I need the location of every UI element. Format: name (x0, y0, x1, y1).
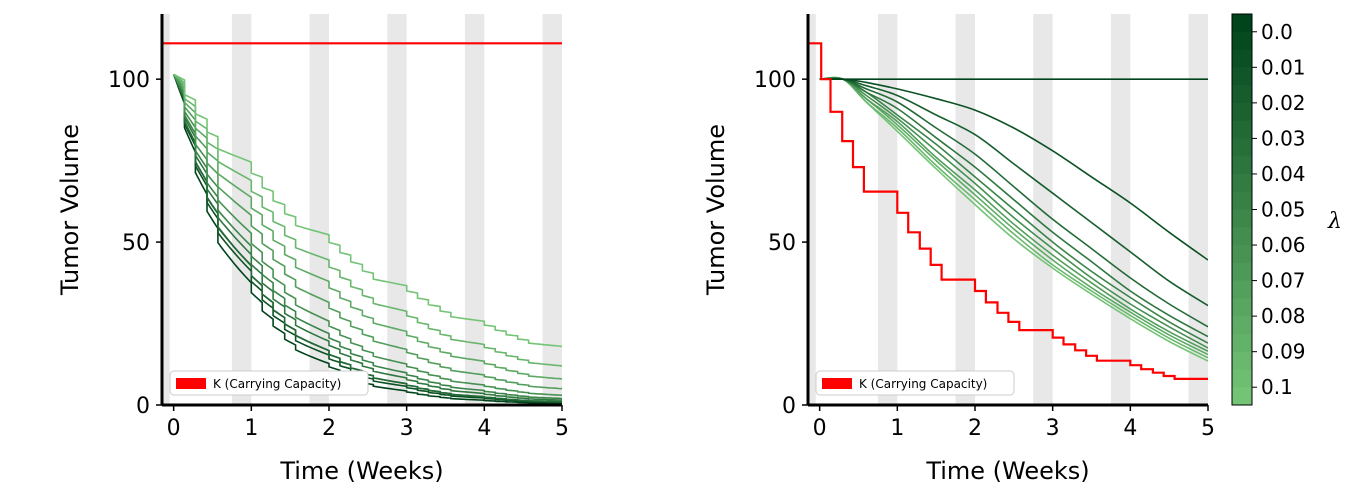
colorbar-tick-label: 0.01 (1261, 55, 1306, 79)
x-tick-label: 3 (1046, 416, 1060, 441)
colorbar: 0.0 0.01 0.02 0.03 0.04 0.05 0.06 0.07 0.08 0.09 0… (1231, 13, 1342, 406)
colorbar-band (1232, 49, 1252, 68)
shaded-band (162, 14, 170, 405)
x-tick-label: 2 (968, 416, 982, 441)
colorbar-tick-label: 0.0 (1261, 20, 1293, 44)
shaded-band (231, 14, 252, 405)
colorbar-band (1232, 369, 1252, 388)
tumor-volume-series (172, 73, 562, 401)
y-tick-label: 100 (754, 68, 796, 93)
shaded-band (1188, 14, 1208, 405)
colorbar-tick-label: 0.03 (1261, 126, 1306, 150)
legend-swatch (822, 378, 852, 389)
shaded-band (542, 14, 562, 405)
shaded-band (464, 14, 485, 405)
colorbar-band (1232, 102, 1252, 122)
colorbar-band (1232, 209, 1252, 228)
shaded-band (808, 14, 816, 405)
colorbar-tick-label: 0.02 (1261, 91, 1306, 115)
colorbar-band (1232, 14, 1252, 33)
tumor-volume-series-0.06 (819, 77, 1208, 349)
y-tick-label: 50 (768, 231, 796, 256)
colorbar-band (1232, 191, 1252, 210)
colorbar-band (1232, 351, 1252, 370)
colorbar-tick-label: 0.04 (1261, 162, 1306, 186)
tumor-volume-series (173, 73, 562, 367)
tumor-volume-series-0.04 (819, 77, 1208, 338)
right-series-group (808, 42, 1208, 380)
colorbar-tick-label: 0.05 (1261, 198, 1306, 222)
x-tick-label: 1 (890, 416, 904, 441)
legend-label: K (Carrying Capacity) (859, 377, 987, 391)
colorbar-band (1232, 156, 1252, 175)
colorbar-band (1232, 173, 1252, 193)
y-tick-label: 100 (108, 68, 150, 93)
colorbar-band (1232, 245, 1252, 264)
shaded-band (309, 14, 329, 405)
y-tick-label: 0 (782, 394, 796, 419)
x-tick-label: 4 (1123, 416, 1137, 441)
carrying-capacity-step-line (808, 42, 1208, 380)
x-tick-label: 1 (244, 416, 258, 441)
colorbar-tick-label: 0.06 (1261, 233, 1306, 257)
colorbar-band (1232, 85, 1252, 104)
tumor-volume-series (173, 73, 562, 396)
tumor-volume-series-0.09 (819, 76, 1208, 359)
colorbar-band (1232, 333, 1252, 353)
colorbar-tick-label: 0.07 (1261, 269, 1306, 293)
tumor-volume-series (173, 73, 562, 380)
x-tick-label: 5 (1201, 416, 1215, 441)
colorbar-band (1232, 280, 1252, 299)
y-tick-label: 50 (122, 231, 150, 256)
y-tick-label: 0 (136, 394, 150, 419)
x-axis-title: Time (Weeks) (279, 457, 443, 485)
y-axis-title: Tumor Volume (702, 124, 730, 296)
legend-label: K (Carrying Capacity) (213, 377, 341, 391)
x-tick-label: 4 (477, 416, 491, 441)
colorbar-tick-label: 0.09 (1261, 340, 1306, 364)
colorbar-tick-label: 0.1 (1261, 375, 1293, 399)
legend-box (815, 370, 1015, 396)
shaded-band (1033, 14, 1053, 405)
y-axis-title: Tumor Volume (56, 124, 84, 296)
colorbar-title: λ (1327, 209, 1342, 234)
legend: K (Carrying Capacity) (815, 370, 1015, 396)
colorbar-band (1232, 227, 1252, 246)
x-axis-title: Time (Weeks) (925, 457, 1089, 485)
x-tick-label: 3 (400, 416, 414, 441)
tumor-volume-series (172, 73, 562, 403)
x-tick-label: 2 (322, 416, 336, 441)
colorbar-tick-label: 0.08 (1261, 304, 1306, 328)
colorbar-band (1232, 138, 1252, 157)
colorbar-band (1232, 262, 1252, 282)
shaded-band (955, 14, 975, 405)
tumor-volume-series-0.07 (819, 76, 1208, 352)
tumor-volume-series (173, 73, 562, 348)
x-tick-label: 0 (167, 416, 181, 441)
tumor-volume-series-0.01 (819, 78, 1208, 261)
colorbar-band (1232, 298, 1252, 317)
shaded-band (1110, 14, 1131, 405)
legend-box (169, 370, 369, 396)
left-series-group (162, 42, 562, 405)
tumor-volume-series-0.02 (819, 77, 1208, 307)
colorbar-band (1232, 67, 1252, 86)
x-tick-label: 0 (813, 416, 827, 441)
shaded-band (877, 14, 898, 405)
legend-swatch (176, 378, 206, 389)
colorbar-band (1232, 387, 1252, 406)
colorbar-band (1232, 120, 1252, 139)
colorbar-band (1232, 31, 1252, 51)
tumor-volume-series-0.03 (819, 77, 1208, 328)
tumor-volume-series (173, 73, 562, 390)
colorbar-band (1232, 316, 1252, 335)
x-tick-label: 5 (555, 416, 569, 441)
tumor-volume-series (172, 73, 562, 400)
legend: K (Carrying Capacity) (169, 370, 369, 396)
